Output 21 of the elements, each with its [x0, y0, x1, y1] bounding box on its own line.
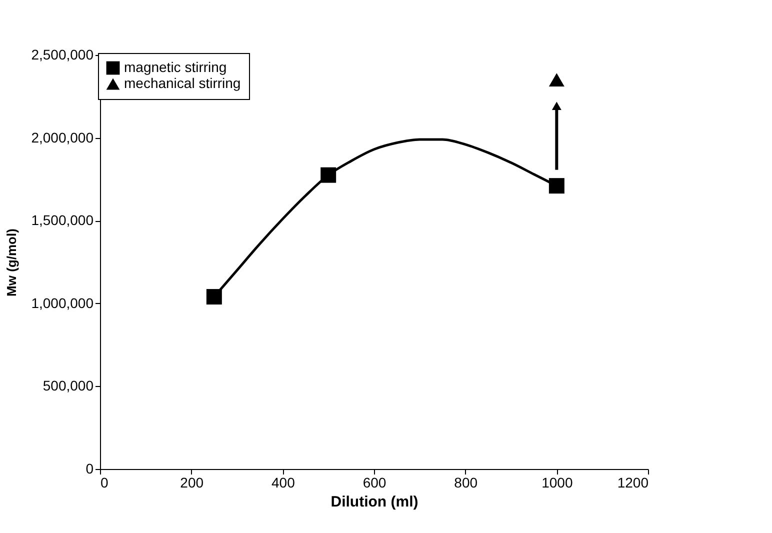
y-tick-label: 2,500,000 [31, 46, 94, 62]
y-tick-label: 2,000,000 [31, 129, 94, 146]
x-tick-label: 1000 [542, 474, 573, 490]
x-tick-label: 200 [180, 474, 204, 490]
y-tick-label: 1,000,000 [31, 294, 94, 311]
y-axis-title: Mw (g/mol) [4, 228, 20, 296]
x-tick-label: 0 [100, 474, 108, 490]
x-tick-label: 1200 [617, 474, 649, 490]
point [548, 73, 564, 87]
legend-label: mechanical stirring [124, 75, 241, 91]
point [548, 178, 564, 194]
point [320, 167, 336, 183]
legend-label: magnetic stirring [124, 59, 227, 75]
x-tick-label: 800 [454, 474, 478, 490]
y-tick-label: 0 [86, 460, 94, 476]
point [206, 289, 222, 305]
x-tick-label: 600 [362, 474, 386, 490]
x-tick-label: 400 [271, 474, 296, 490]
y-tick-label: 500,000 [42, 378, 94, 394]
x-axis-title: Dilution (ml) [330, 494, 418, 510]
y-tick-label: 1,500,000 [31, 212, 94, 228]
